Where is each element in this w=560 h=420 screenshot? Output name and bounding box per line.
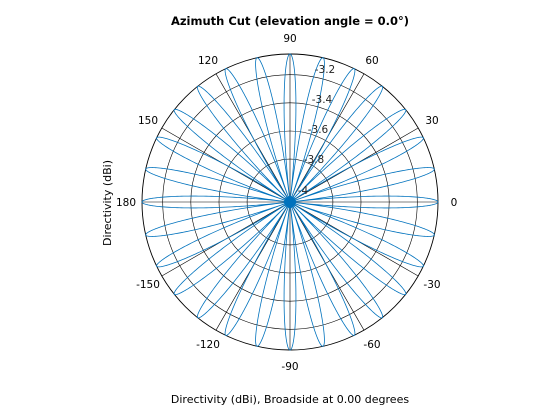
radial-tick-label: -4 — [298, 185, 309, 197]
radial-tick-label: -3.2 — [315, 64, 336, 76]
x-axis-label: Directivity (dBi), Broadside at 0.00 deg… — [171, 393, 409, 406]
angle-tick-label: -120 — [196, 339, 220, 351]
angle-tick-label: 180 — [116, 197, 136, 209]
directivity-pattern — [141, 53, 439, 351]
radial-tick-label: -3.6 — [308, 124, 329, 136]
chart-title: Azimuth Cut (elevation angle = 0.0°) — [171, 14, 409, 28]
radial-tick-label: -3.8 — [304, 154, 325, 166]
angle-tick-label: 30 — [425, 115, 438, 127]
angle-ticks: 0 30 60 90 120 150 180 -150 -120 -90 -60 -30 — [116, 33, 457, 373]
radial-tick-label: -3.4 — [312, 94, 333, 106]
angle-tick-label: 90 — [283, 33, 296, 45]
pattern-line — [141, 53, 439, 351]
y-axis-label: Directivity (dBi) — [101, 160, 114, 246]
angle-tick-label: 150 — [138, 115, 158, 127]
radial-ticks: -3.2 -3.4 -3.6 -3.8 -4 — [298, 64, 335, 197]
angle-tick-label: 60 — [365, 55, 378, 67]
angle-tick-label: -30 — [423, 279, 440, 291]
angle-tick-label: 120 — [198, 55, 218, 67]
angle-tick-label: 0 — [451, 197, 458, 209]
angle-tick-label: -60 — [363, 339, 380, 351]
pattern-center — [284, 196, 296, 208]
angle-tick-label: -150 — [136, 279, 160, 291]
angle-tick-label: -90 — [281, 361, 298, 373]
